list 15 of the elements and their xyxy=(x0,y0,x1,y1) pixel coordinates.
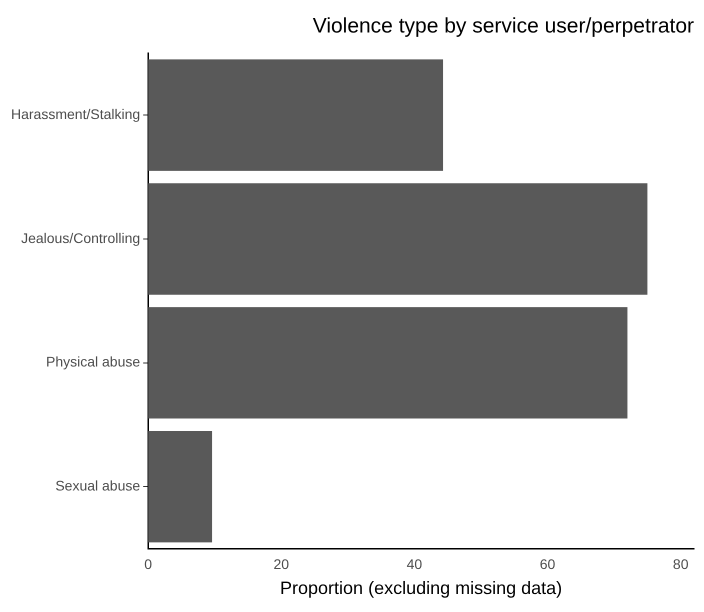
chart-title: Violence type by service user/perpetrator xyxy=(312,14,694,38)
x-tick-label: 40 xyxy=(406,556,422,572)
y-tick-label: Sexual abuse xyxy=(55,478,140,494)
x-axis-title: Proportion (excluding missing data) xyxy=(280,578,562,598)
x-tick-label: 20 xyxy=(274,556,290,572)
y-tick-label: Physical abuse xyxy=(46,354,140,370)
y-tick-label: Harassment/Stalking xyxy=(10,106,140,122)
bar xyxy=(148,307,628,419)
y-tick-label: Jealous/Controlling xyxy=(21,230,140,246)
x-tick-label: 60 xyxy=(540,556,556,572)
x-tick-label: 80 xyxy=(672,556,689,572)
bar xyxy=(148,183,648,295)
x-tick-label: 0 xyxy=(144,556,152,572)
bar xyxy=(148,59,444,171)
bar xyxy=(148,430,212,542)
